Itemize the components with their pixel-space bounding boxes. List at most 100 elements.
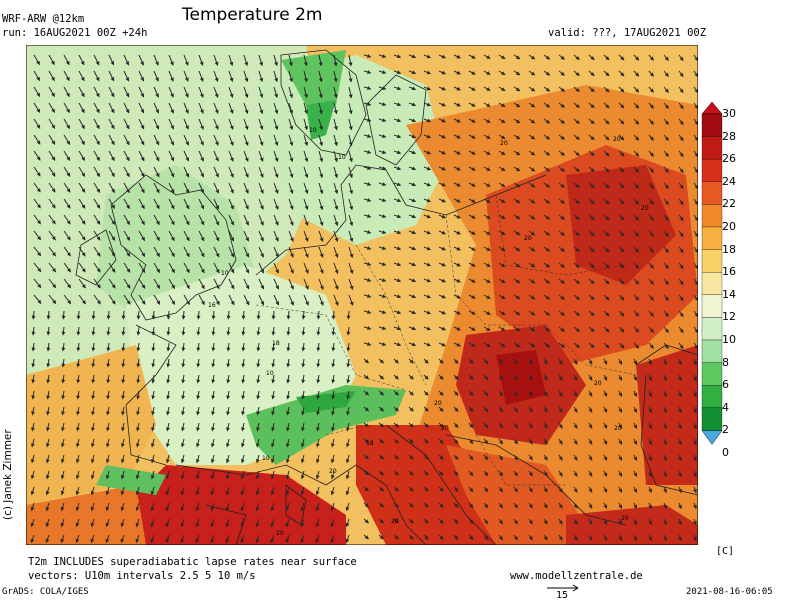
- wind-arrow: [196, 342, 201, 352]
- wind-arrow: [498, 374, 504, 381]
- wind-arrow: [48, 294, 57, 305]
- wind-arrow: [123, 102, 130, 114]
- wind-arrow: [93, 278, 101, 289]
- contour-label: 20: [441, 425, 449, 432]
- wind-arrow: [408, 326, 417, 331]
- wind-arrow: [693, 294, 698, 302]
- wind-arrow: [258, 150, 264, 162]
- wind-arrow: [346, 358, 351, 368]
- wind-arrow: [378, 198, 387, 203]
- wind-arrow: [603, 326, 610, 333]
- wind-arrow: [138, 102, 145, 114]
- wind-arrow: [123, 118, 130, 130]
- wind-arrow: [331, 374, 336, 384]
- wind-arrow: [183, 166, 190, 178]
- wind-arrow: [363, 358, 370, 364]
- wind-arrow: [33, 118, 41, 129]
- wind-arrow: [273, 294, 280, 306]
- wind-arrow: [498, 326, 506, 332]
- wind-arrow: [363, 230, 372, 234]
- wind-arrow: [693, 118, 698, 126]
- wind-arrow: [423, 342, 432, 347]
- wind-arrow: [198, 246, 205, 258]
- wind-arrow: [63, 230, 71, 241]
- wind-arrow: [318, 246, 324, 258]
- wind-arrow: [423, 278, 432, 283]
- wind-arrow: [363, 70, 372, 74]
- wind-arrow: [181, 358, 186, 368]
- wind-arrow: [91, 390, 96, 400]
- wind-arrow: [663, 246, 669, 254]
- wind-arrow: [543, 70, 551, 76]
- wind-arrow: [663, 214, 669, 222]
- wind-arrow: [513, 198, 521, 204]
- wind-arrow: [438, 374, 444, 380]
- wind-arrow: [258, 86, 264, 99]
- wind-arrow: [346, 342, 351, 352]
- wind-arrow: [33, 102, 41, 113]
- wind-arrow: [183, 230, 190, 242]
- wind-arrow: [573, 294, 580, 301]
- wind-arrow: [603, 134, 610, 141]
- wind-arrow: [633, 86, 640, 93]
- wind-arrow: [93, 150, 100, 162]
- wind-arrow: [346, 310, 351, 320]
- colorbar-segment: [701, 294, 723, 318]
- wind-arrow: [363, 86, 372, 90]
- wind-arrow: [48, 278, 57, 289]
- balkans-zone: [446, 445, 586, 545]
- wind-arrow: [286, 358, 291, 368]
- colorbar-tick-label: 22: [722, 197, 736, 211]
- wind-arrow: [468, 198, 476, 203]
- wind-arrow: [693, 166, 698, 174]
- wind-arrow: [573, 262, 580, 269]
- wind-arrow: [138, 182, 145, 194]
- wind-arrow: [438, 278, 447, 283]
- wind-arrow: [198, 198, 205, 210]
- wind-arrow: [603, 310, 610, 317]
- wind-arrow: [273, 262, 279, 274]
- wind-arrow: [693, 134, 698, 142]
- wind-arrow: [363, 182, 372, 186]
- wind-arrow: [603, 278, 610, 285]
- wind-arrow: [633, 166, 640, 173]
- wind-arrow: [258, 70, 264, 83]
- wind-arrow: [78, 166, 86, 177]
- wind-arrow: [603, 262, 610, 269]
- website-link[interactable]: www.modellzentrale.de: [510, 570, 643, 582]
- wind-arrow: [228, 70, 234, 83]
- wind-arrow: [273, 54, 278, 67]
- wind-vectors: [30, 54, 698, 544]
- wind-arrow: [243, 150, 249, 162]
- wind-arrow: [303, 182, 309, 195]
- wind-arrow: [168, 118, 174, 130]
- wind-arrow: [363, 262, 372, 266]
- wind-arrow: [228, 134, 234, 146]
- wind-arrow: [513, 102, 521, 108]
- wind-arrow: [648, 278, 654, 285]
- wind-arrow: [48, 214, 56, 225]
- wind-arrow: [348, 214, 354, 227]
- wind-arrow: [303, 134, 309, 147]
- wind-arrow: [483, 86, 491, 91]
- wind-arrow: [603, 358, 608, 365]
- wind-arrow: [333, 54, 338, 67]
- wind-arrow: [678, 230, 684, 238]
- wind-arrow: [226, 342, 231, 352]
- wind-arrow: [213, 230, 220, 242]
- wind-arrow: [303, 230, 309, 242]
- wind-arrow: [93, 214, 101, 225]
- wind-arrow: [166, 342, 171, 352]
- wind-arrow: [573, 214, 580, 221]
- wind-arrow: [273, 70, 279, 83]
- wind-arrow: [588, 214, 595, 221]
- wind-arrow: [483, 278, 491, 283]
- wind-arrow: [423, 86, 432, 91]
- wind-arrow: [181, 326, 186, 336]
- wind-arrow: [453, 134, 461, 139]
- wind-arrow: [678, 326, 684, 334]
- wind-arrow: [271, 326, 276, 336]
- wind-arrow: [243, 102, 249, 115]
- wind-arrow: [603, 102, 610, 109]
- wind-arrow: [243, 246, 250, 258]
